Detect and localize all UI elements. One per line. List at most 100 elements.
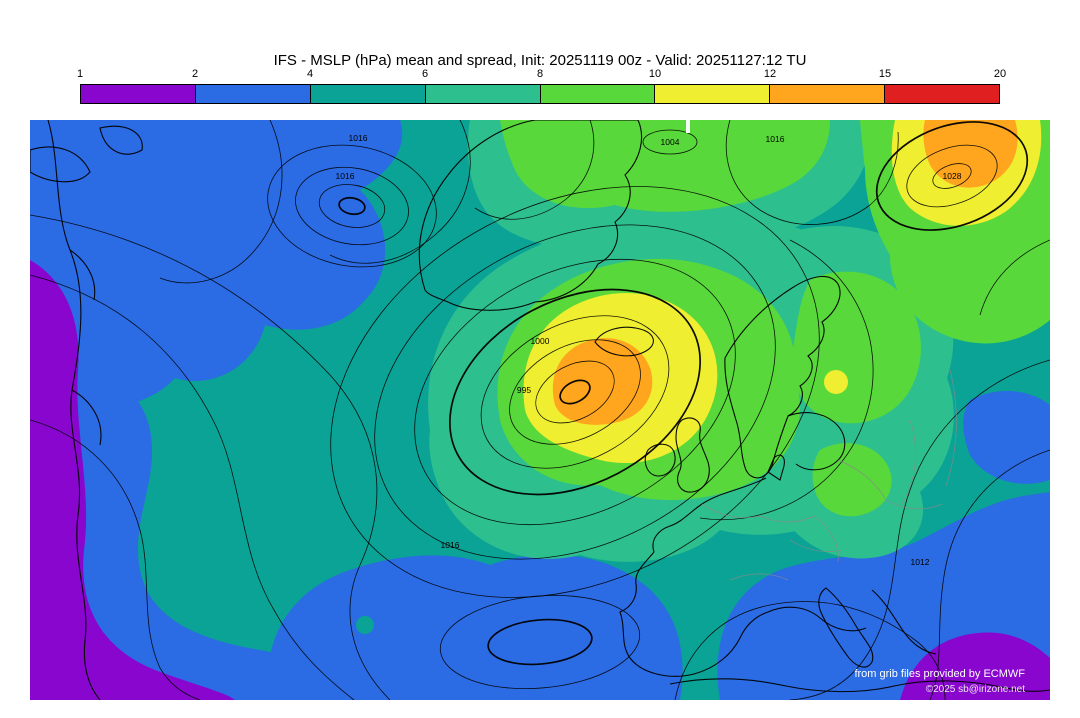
- colorbar-tick: 4: [306, 68, 314, 80]
- isobar: [559, 379, 591, 405]
- isobar: [642, 129, 698, 155]
- isobar: [449, 288, 701, 496]
- contour-label: 1016: [766, 134, 785, 144]
- country-border: [729, 573, 789, 581]
- colorbar-tick: 15: [878, 68, 892, 80]
- country-border: [701, 503, 761, 518]
- coastline: [69, 249, 96, 301]
- coastline: [724, 276, 841, 479]
- isobar: [699, 239, 874, 521]
- contour-label: 1028: [943, 171, 962, 181]
- spread-region: [30, 350, 340, 700]
- colorbar-segment: [770, 85, 886, 103]
- isobar: [414, 258, 736, 526]
- colorbar-segment: [81, 85, 196, 103]
- country-border: [901, 419, 916, 505]
- colorbar-segment: [310, 85, 426, 103]
- colorbar-tick: 6: [421, 68, 429, 80]
- country-border: [759, 515, 815, 523]
- isobar: [30, 214, 391, 700]
- colorbar-tick: 1: [76, 68, 84, 80]
- isobar: [906, 144, 998, 208]
- isobar: [535, 360, 615, 424]
- coastline: [418, 120, 643, 311]
- isobar: [932, 163, 972, 189]
- isobar: [474, 120, 595, 220]
- spread-region: [268, 554, 683, 700]
- coastline-layer: [30, 120, 1050, 700]
- weather-map: 1016 1016 1004 1016 1028 1000 995 1016 1…: [30, 120, 1050, 700]
- colorbar-tick: 10: [648, 68, 662, 80]
- isobar: [159, 120, 283, 284]
- isobar: [674, 601, 946, 700]
- isobar-group-high-ne: [875, 121, 1029, 231]
- isobar-group-high-nw: [267, 144, 437, 268]
- border-layer: [701, 369, 957, 581]
- isobar: [789, 359, 1050, 700]
- isobar: [330, 186, 820, 598]
- coastline: [99, 125, 143, 155]
- spread-region: [963, 390, 1050, 484]
- contour-label: 1016: [336, 171, 355, 181]
- country-border: [885, 499, 943, 510]
- coastline: [652, 477, 767, 553]
- coastline: [787, 412, 846, 471]
- country-border: [813, 515, 839, 563]
- contour-label: 1016: [441, 540, 460, 550]
- isobar: [509, 339, 641, 445]
- isobar: [30, 419, 201, 700]
- isobar-group-low-s: [439, 594, 641, 690]
- coastline: [30, 146, 91, 183]
- isobar-layer: [30, 120, 1050, 700]
- colorbar-segment: [540, 85, 656, 103]
- colorbar-tick: 2: [191, 68, 199, 80]
- coastline: [619, 551, 769, 677]
- coastline: [47, 120, 101, 700]
- spread-region: [30, 120, 403, 407]
- spread-fill-layer: [30, 120, 1050, 700]
- colorbar-segment: [655, 85, 771, 103]
- coastline: [71, 389, 102, 446]
- isobar: [725, 120, 899, 225]
- spread-region: [500, 120, 830, 212]
- coastline: [644, 443, 676, 477]
- isobar: [875, 121, 1029, 231]
- colorbar-ticks: 1 2 4 6 8 10 12 15 20: [76, 68, 1006, 81]
- isobar: [295, 166, 409, 246]
- isobar: [338, 196, 366, 216]
- credits-line2: ©2025 sb@irizone.net: [926, 684, 1025, 695]
- colorbar-segment: [195, 85, 311, 103]
- isobar: [929, 449, 1050, 700]
- spread-region: [552, 338, 653, 425]
- coastline: [767, 606, 867, 632]
- graticule-mark: [686, 120, 690, 133]
- spread-region: [812, 443, 892, 517]
- page-title: IFS - MSLP (hPa) mean and spread, Init: …: [273, 52, 807, 69]
- label-layer: 1016 1016 1004 1016 1028 1000 995 1016 1…: [336, 133, 962, 567]
- country-border: [945, 369, 957, 487]
- colorbar-segment: [885, 85, 999, 103]
- country-border: [789, 539, 843, 552]
- spread-region: [356, 616, 374, 634]
- colorbar-tick: 12: [763, 68, 777, 80]
- isobar: [439, 594, 641, 690]
- isobar: [318, 184, 386, 228]
- contour-label: 995: [517, 385, 531, 395]
- isobar: [979, 239, 1050, 316]
- isobar: [30, 274, 355, 700]
- spread-region: [824, 370, 848, 394]
- isobar: [374, 224, 776, 560]
- country-border: [837, 459, 887, 501]
- isobar: [329, 120, 471, 264]
- colorbar-tick: 20: [993, 68, 1007, 80]
- isobar: [480, 315, 670, 469]
- spread-region: [792, 271, 921, 424]
- map-canvas: 1016 1016 1004 1016 1028 1000 995 1016 1…: [30, 120, 1050, 700]
- isobar: [267, 144, 437, 268]
- spread-region: [30, 260, 235, 700]
- coastline: [871, 589, 937, 655]
- credits: from grib files provided by ECMWF ©2025 …: [854, 668, 1025, 695]
- contour-label: 1016: [349, 133, 368, 143]
- isobar: [487, 618, 593, 666]
